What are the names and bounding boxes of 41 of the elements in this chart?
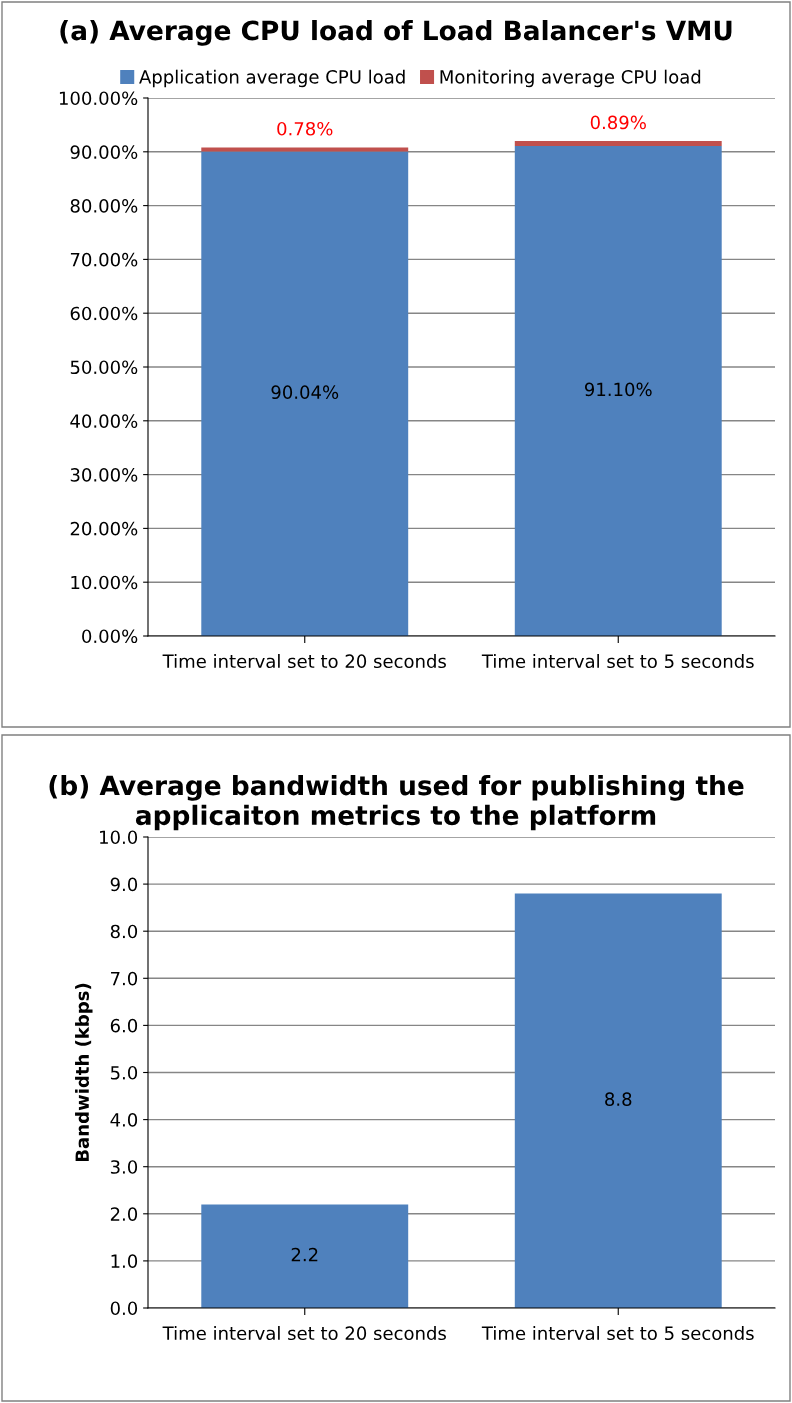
bar [514, 141, 722, 146]
y-tick-label: 20.00% [70, 521, 138, 536]
y-tick-label: 5.0 [110, 1065, 138, 1080]
chart-title: (a) Average CPU load of Load Balancer's VMU [60, 20, 732, 46]
bar [514, 145, 722, 636]
y-tick-label: 80.00% [70, 199, 138, 213]
y-tick-label: 9.0 [110, 877, 138, 892]
y-tick-label: 60.00% [70, 306, 138, 321]
y-tick-label: 2.0 [110, 1207, 138, 1221]
y-tick-label: 4.0 [110, 1113, 138, 1127]
y-tick-label: 6.0 [110, 1018, 138, 1033]
legend-label: Application average CPU load [139, 69, 405, 88]
x-tick-label: Time interval set to 20 seconds [162, 1326, 446, 1341]
y-tick-label: 10.0 [100, 830, 138, 845]
y-axis-title: Bandwidth (kbps) [75, 983, 93, 1162]
y-tick-label: 1.0 [111, 1254, 138, 1269]
y-tick-label: 0.0 [110, 1301, 138, 1316]
y-tick-label: 70.00% [70, 252, 138, 267]
y-tick-label: 10.00% [71, 575, 138, 590]
y-tick-label: 30.00% [70, 468, 138, 482]
y-tick-label: 50.00% [70, 360, 138, 375]
x-tick-label: Time interval set to 20 seconds [162, 654, 446, 669]
data-label: 0.89% [590, 115, 646, 130]
y-tick-label: 100.00% [59, 91, 138, 106]
y-tick-label: 0.00% [82, 629, 138, 644]
y-tick-label: 90.00% [70, 145, 138, 159]
data-label: 90.04% [271, 385, 339, 400]
chart-title: (b) Average bandwidth used for publishing the applicaiton metrics to the platform [49, 775, 744, 831]
y-tick-label: 40.00% [70, 414, 138, 428]
x-tick-label: Time interval set to 5 seconds [481, 1326, 754, 1341]
bar [201, 151, 409, 636]
data-label: 91.10% [584, 382, 652, 397]
data-label: 8.8 [605, 1092, 632, 1106]
legend-label: Monitoring average CPU load [440, 69, 701, 88]
bar [201, 147, 409, 152]
data-label: 0.78% [277, 121, 333, 136]
x-tick-label: Time interval set to 5 seconds [481, 654, 754, 669]
y-tick-label: 7.0 [111, 971, 138, 986]
data-label: 2.2 [291, 1247, 318, 1262]
y-tick-label: 3.0 [110, 1160, 138, 1174]
y-tick-label: 8.0 [110, 924, 138, 939]
